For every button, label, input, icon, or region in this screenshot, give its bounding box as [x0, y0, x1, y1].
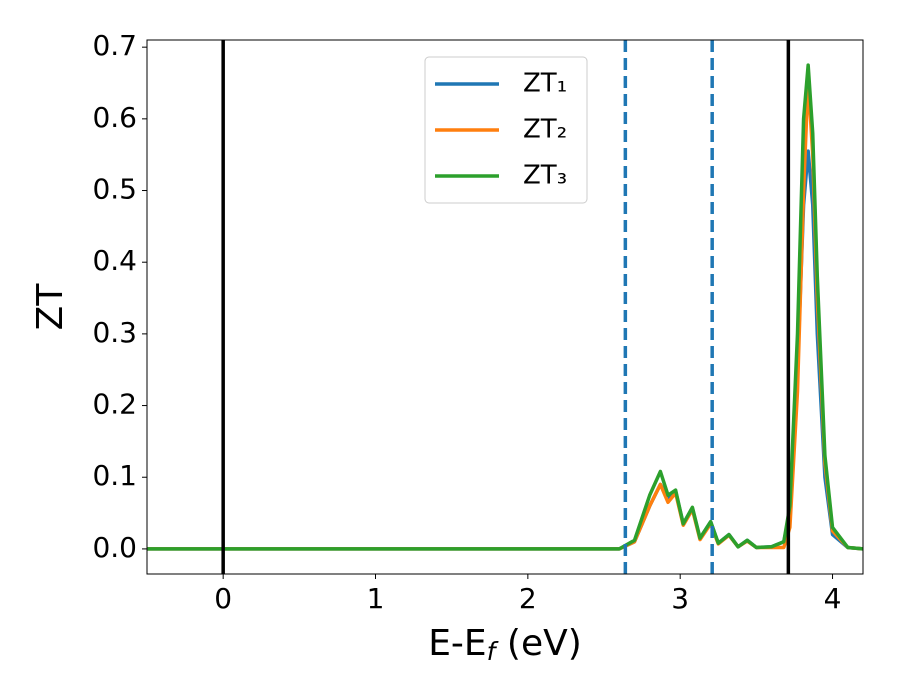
- y-axis-label: ZT: [30, 283, 71, 331]
- y-tick-label: 0.3: [92, 316, 137, 349]
- x-tick-label: 0: [214, 582, 232, 615]
- y-tick-label: 0.5: [92, 173, 137, 206]
- series-line: [147, 149, 864, 551]
- x-label-main: E-E: [428, 623, 486, 664]
- x-axis-label: E-Ef (eV): [428, 623, 582, 666]
- x-tick-label: 4: [824, 582, 842, 615]
- x-tick-label: 2: [519, 582, 537, 615]
- x-tick-label: 1: [367, 582, 385, 615]
- plot-frame: [146, 39, 864, 575]
- legend-label: ZT₃: [523, 161, 567, 191]
- series-line: [147, 63, 864, 551]
- x-label-rest: (eV): [495, 623, 581, 664]
- legend-box: [424, 56, 588, 204]
- y-tick-label: 0.1: [92, 459, 137, 492]
- legend-label: ZT₁: [523, 69, 567, 99]
- y-tick-label: 0.6: [92, 101, 137, 134]
- x-tick-label: 3: [671, 582, 689, 615]
- y-tick-label: 0.0: [92, 531, 137, 564]
- y-tick-label: 0.7: [92, 29, 137, 62]
- y-tick-label: 0.4: [92, 244, 137, 277]
- legend-label: ZT₂: [523, 115, 567, 145]
- y-tick-label: 0.2: [92, 388, 137, 421]
